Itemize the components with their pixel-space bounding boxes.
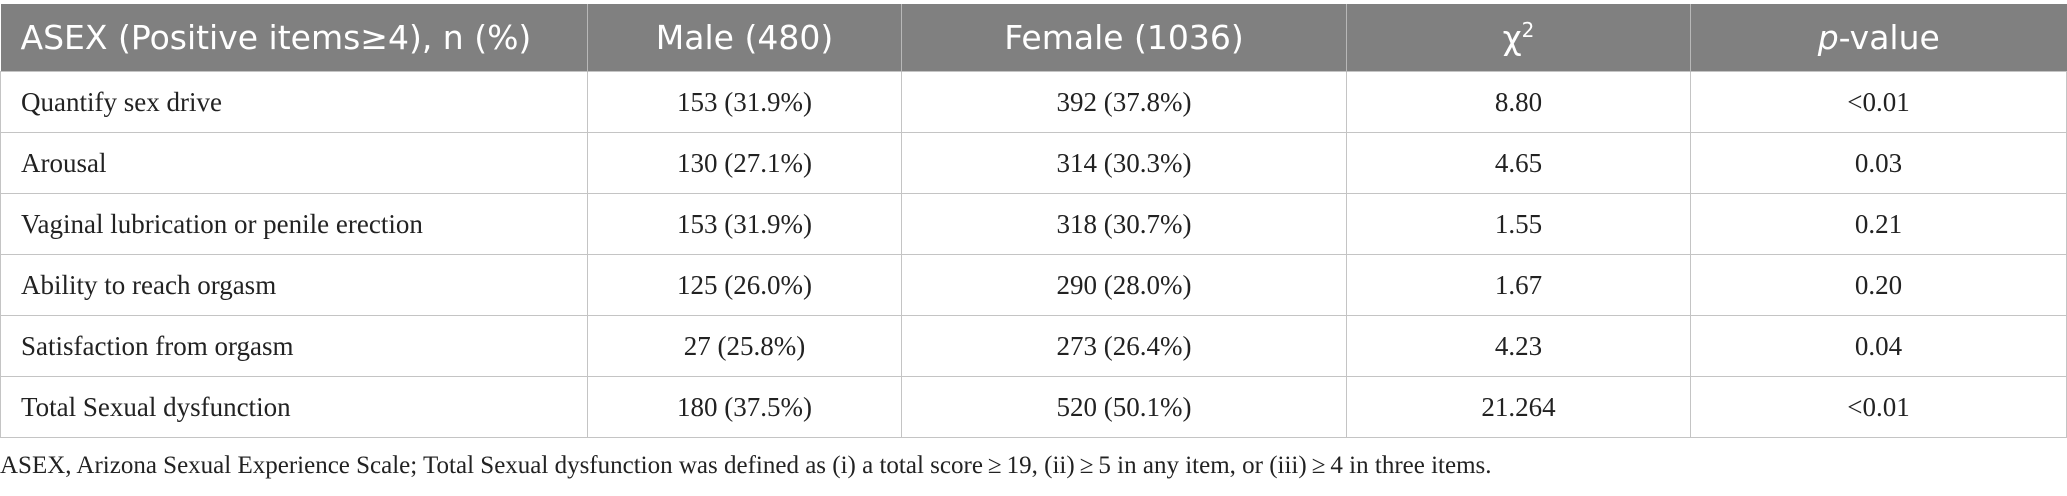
cell-p: 0.03: [1690, 132, 2067, 194]
table-row: Quantify sex drive 153 (31.9%) 392 (37.8…: [0, 71, 2067, 133]
cell-item: Arousal: [0, 132, 588, 194]
cell-item: Vaginal lubrication or penile erection: [0, 193, 588, 255]
header-p-value: p-value: [1690, 4, 2067, 72]
cell-female: 273 (26.4%): [901, 315, 1347, 377]
cell-p: 0.04: [1690, 315, 2067, 377]
cell-chi2: 1.55: [1346, 193, 1691, 255]
cell-female: 290 (28.0%): [901, 254, 1347, 316]
cell-chi2: 4.23: [1346, 315, 1691, 377]
asex-results-table: ASEX (Positive items≥4), n (%) Male (480…: [0, 4, 2067, 438]
table-row: Arousal 130 (27.1%) 314 (30.3%) 4.65 0.0…: [0, 132, 2067, 194]
cell-p: <0.01: [1690, 71, 2067, 133]
header-female: Female (1036): [901, 4, 1347, 72]
cell-item: Quantify sex drive: [0, 71, 588, 133]
cell-chi2: 4.65: [1346, 132, 1691, 194]
table-body: Quantify sex drive 153 (31.9%) 392 (37.8…: [0, 71, 2067, 438]
cell-chi2: 21.264: [1346, 376, 1691, 438]
chi-symbol: χ: [1502, 18, 1522, 57]
cell-chi2: 8.80: [1346, 71, 1691, 133]
header-male: Male (480): [587, 4, 902, 72]
cell-p: 0.20: [1690, 254, 2067, 316]
cell-male: 130 (27.1%): [587, 132, 902, 194]
cell-female: 318 (30.7%): [901, 193, 1347, 255]
p-italic: p: [1817, 18, 1839, 57]
table-footnote: ASEX, Arizona Sexual Experience Scale; T…: [0, 452, 1492, 479]
header-chi-square: χ2: [1346, 4, 1691, 72]
results-table-container: ASEX (Positive items≥4), n (%) Male (480…: [0, 4, 2067, 438]
cell-female: 392 (37.8%): [901, 71, 1347, 133]
table-row: Vaginal lubrication or penile erection 1…: [0, 193, 2067, 255]
cell-item: Satisfaction from orgasm: [0, 315, 588, 377]
cell-male: 125 (26.0%): [587, 254, 902, 316]
cell-p: 0.21: [1690, 193, 2067, 255]
cell-item: Ability to reach orgasm: [0, 254, 588, 316]
table-header: ASEX (Positive items≥4), n (%) Male (480…: [0, 4, 2067, 72]
header-row: ASEX (Positive items≥4), n (%) Male (480…: [0, 4, 2067, 72]
cell-p: <0.01: [1690, 376, 2067, 438]
cell-female: 520 (50.1%): [901, 376, 1347, 438]
p-value-suffix: -value: [1838, 18, 1940, 57]
cell-chi2: 1.67: [1346, 254, 1691, 316]
table-row: Satisfaction from orgasm 27 (25.8%) 273 …: [0, 315, 2067, 377]
cell-female: 314 (30.3%): [901, 132, 1347, 194]
table-row: Ability to reach orgasm 125 (26.0%) 290 …: [0, 254, 2067, 316]
table-row: Total Sexual dysfunction 180 (37.5%) 520…: [0, 376, 2067, 438]
cell-male: 27 (25.8%): [587, 315, 902, 377]
header-asex: ASEX (Positive items≥4), n (%): [0, 4, 588, 72]
cell-male: 153 (31.9%): [587, 71, 902, 133]
cell-male: 153 (31.9%): [587, 193, 902, 255]
chi-superscript: 2: [1521, 18, 1535, 42]
cell-item: Total Sexual dysfunction: [0, 376, 588, 438]
cell-male: 180 (37.5%): [587, 376, 902, 438]
